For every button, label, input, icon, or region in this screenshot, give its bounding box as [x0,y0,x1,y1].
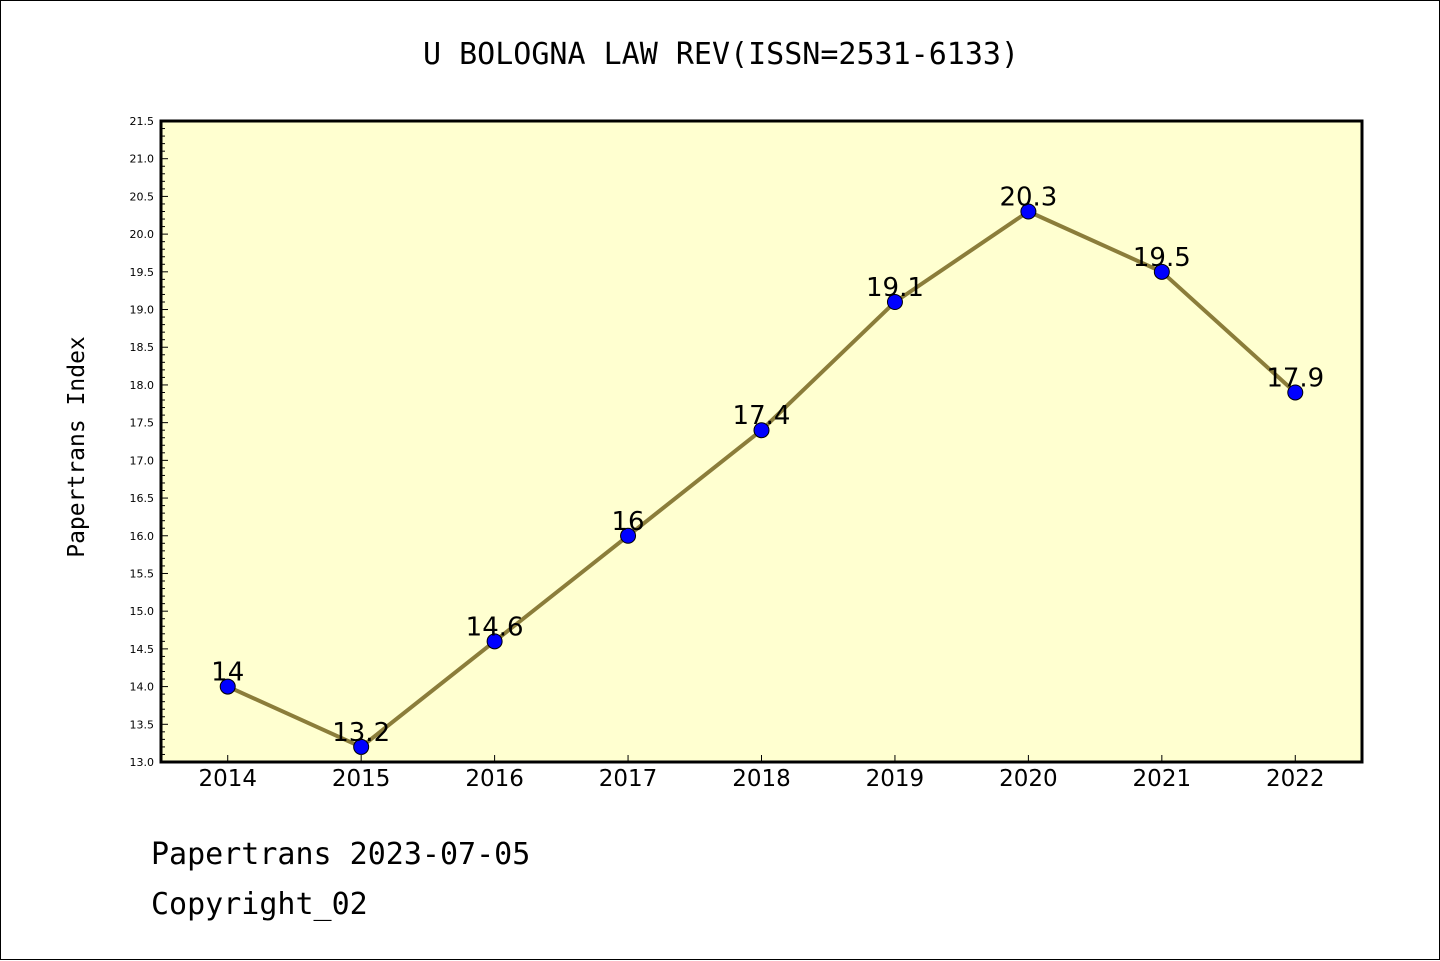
data-label: 13.2 [332,718,390,748]
y-tick-label: 21.5 [130,115,155,128]
plot-frame [159,119,1364,764]
x-tick-label: 2017 [599,766,658,792]
y-tick-label: 17.0 [130,454,155,467]
x-tick-label: 2021 [1133,766,1192,792]
x-tick-label: 2020 [999,766,1058,792]
plot-area [161,121,1362,762]
y-tick-label: 20.0 [130,228,155,241]
y-tick-label: 16.5 [130,492,155,505]
y-tick-label: 18.0 [130,379,155,392]
y-tick-label: 20.5 [130,190,155,203]
y-tick-label: 19.0 [130,304,155,317]
y-tick-label: 14.0 [130,681,155,694]
x-tick-label: 2018 [732,766,791,792]
data-label: 17.4 [733,401,791,431]
data-point [620,527,637,544]
x-tick-label: 2015 [332,766,391,792]
x-tick-label: 2022 [1266,766,1325,792]
data-label: 14.6 [466,612,524,642]
y-tick-label: 15.0 [130,605,155,618]
data-point [1153,263,1170,280]
x-tick-label: 2014 [198,766,257,792]
data-point [753,422,770,439]
data-label: 16 [612,507,645,537]
y-tick-label: 19.5 [130,266,155,279]
y-tick-label: 13.5 [130,718,155,731]
data-point [486,633,503,650]
data-point [886,293,903,310]
y-tick-label: 16.0 [130,530,155,543]
y-tick-label: 17.5 [130,417,155,430]
footer-copyright: Copyright_02 [151,887,368,922]
y-tick-label: 18.5 [130,341,155,354]
x-tick-label: 2016 [465,766,524,792]
x-tick-label: 2019 [866,766,925,792]
y-tick-label: 14.5 [130,643,155,656]
data-point [1020,203,1037,220]
data-point [219,678,236,695]
data-point [1287,384,1304,401]
y-tick-label: 13.0 [130,756,155,769]
data-label: 19.5 [1133,243,1191,273]
footer-date: Papertrans 2023-07-05 [151,837,531,872]
data-label: 20.3 [999,182,1057,212]
data-point [353,738,370,755]
chart-title: U BOLOGNA LAW REV(ISSN=2531-6133) [422,37,1020,72]
y-tick-label: 15.5 [130,567,155,580]
y-tick-label: 21.0 [130,153,155,166]
data-label: 17.9 [1266,363,1324,393]
data-label: 14 [211,658,244,688]
data-label: 19.1 [866,273,924,303]
